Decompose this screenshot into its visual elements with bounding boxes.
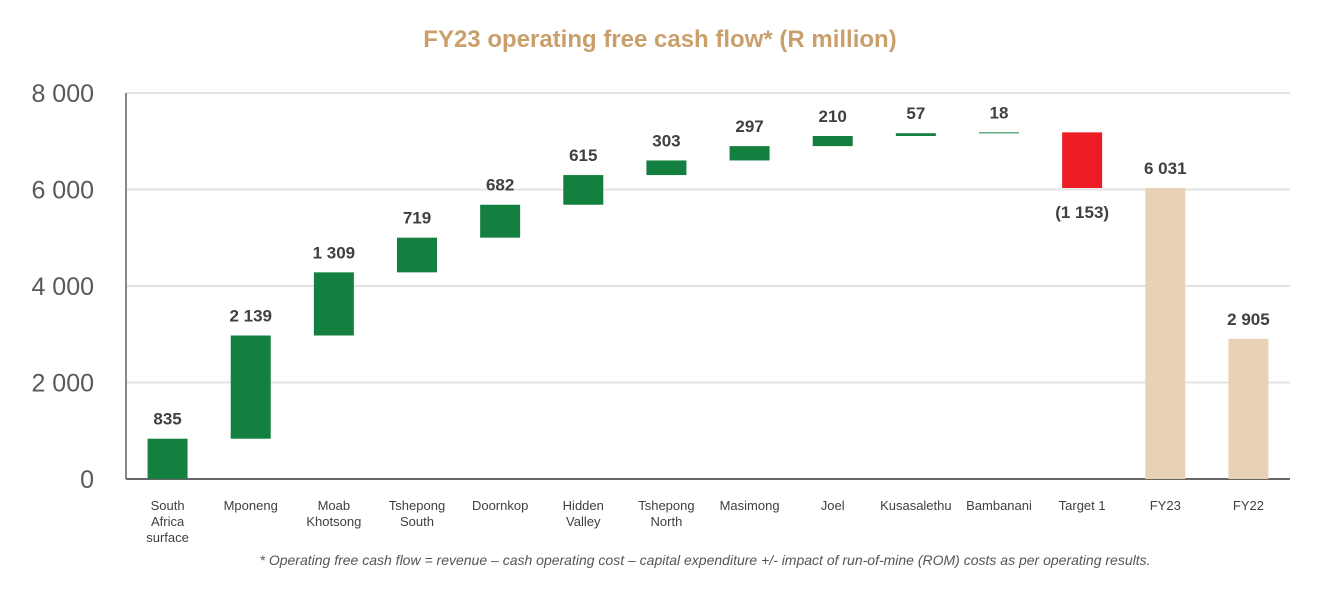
data-label: 835 bbox=[153, 410, 181, 429]
bar bbox=[1062, 132, 1103, 189]
y-tick-label: 6 000 bbox=[31, 177, 94, 205]
x-category-label: Bambanani bbox=[966, 498, 1032, 513]
x-category-label: Hidden bbox=[563, 498, 604, 513]
bar bbox=[230, 335, 271, 439]
bar bbox=[563, 175, 604, 205]
x-category-label: Tshepong bbox=[389, 498, 445, 513]
bar bbox=[147, 438, 188, 479]
data-label: 303 bbox=[652, 131, 680, 150]
x-category-label: North bbox=[651, 514, 683, 529]
x-category-label: Khotsong bbox=[306, 514, 361, 529]
data-label: 719 bbox=[403, 209, 431, 228]
x-category-label: FY23 bbox=[1150, 498, 1181, 513]
data-label: 297 bbox=[735, 117, 763, 136]
y-tick-label: 4 000 bbox=[31, 273, 94, 301]
data-label: 57 bbox=[906, 104, 925, 123]
x-category-label: Valley bbox=[566, 514, 601, 529]
bar bbox=[1228, 338, 1269, 479]
bar bbox=[646, 160, 687, 176]
y-tick-label: 2 000 bbox=[31, 370, 94, 398]
data-label: 2 139 bbox=[229, 307, 272, 326]
data-label: 682 bbox=[486, 176, 514, 195]
x-category-label: South bbox=[400, 514, 434, 529]
data-label: 1 309 bbox=[313, 243, 356, 262]
bar bbox=[480, 204, 521, 238]
x-category-label: Mponeng bbox=[224, 498, 278, 513]
data-label: 18 bbox=[990, 103, 1009, 122]
x-category-label: surface bbox=[146, 530, 189, 545]
data-label: 210 bbox=[819, 107, 847, 126]
x-category-label: Africa bbox=[151, 514, 185, 529]
x-category-label: FY22 bbox=[1233, 498, 1264, 513]
x-category-label: Joel bbox=[821, 498, 845, 513]
x-category-label: Doornkop bbox=[472, 498, 528, 513]
x-category-label: Masimong bbox=[720, 498, 780, 513]
bar bbox=[812, 135, 853, 147]
bar bbox=[397, 237, 437, 273]
x-category-label: Moab bbox=[318, 498, 351, 513]
chart-title: FY23 operating free cash flow* (R millio… bbox=[423, 26, 897, 53]
bar bbox=[1145, 188, 1186, 479]
data-label: 2 905 bbox=[1227, 310, 1270, 329]
y-tick-label: 8 000 bbox=[31, 80, 94, 108]
x-category-label: Tshepong bbox=[638, 498, 694, 513]
data-label: 615 bbox=[569, 146, 597, 165]
bar bbox=[313, 272, 354, 336]
data-label: 6 031 bbox=[1144, 159, 1187, 178]
y-tick-label: 0 bbox=[80, 466, 94, 494]
x-category-label: South bbox=[151, 498, 185, 513]
x-category-label: Target 1 bbox=[1059, 498, 1106, 513]
x-category-label: Kusasalethu bbox=[880, 498, 952, 513]
bar bbox=[895, 133, 936, 136]
bar bbox=[729, 146, 770, 161]
bar bbox=[979, 132, 1019, 134]
data-label: (1 153) bbox=[1055, 203, 1109, 222]
chart-footnote: * Operating free cash flow = revenue – c… bbox=[259, 552, 1151, 568]
